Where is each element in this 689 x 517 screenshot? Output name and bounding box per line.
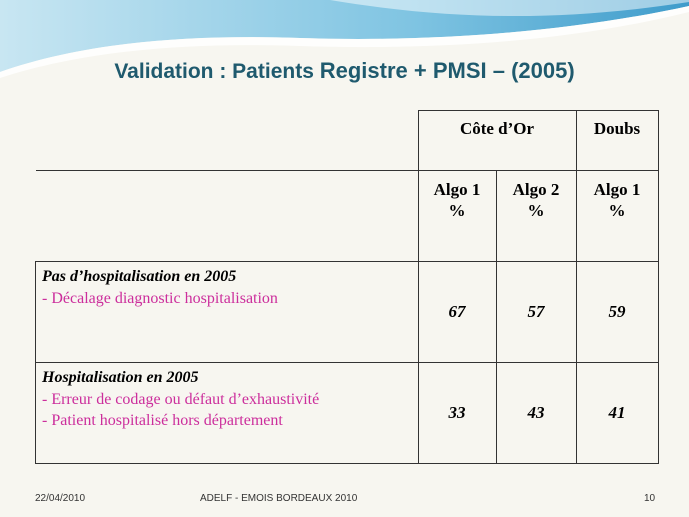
row-label-no-hospitalisation: Pas d’hospitalisation en 2005 - Décalage…: [35, 261, 419, 363]
empty-corner-cell: [35, 110, 419, 171]
value-cell: 57: [495, 261, 577, 363]
empty-corner-cell-2: [35, 170, 419, 262]
decorative-wave-banner: [0, 0, 689, 78]
subheader-label: Algo 1: [593, 180, 641, 199]
subheader-label: Algo 2: [512, 180, 560, 199]
header-cote-dor: Côte d’Or: [417, 110, 577, 171]
value-cell: 33: [417, 362, 497, 464]
header-doubs: Doubs: [575, 110, 659, 171]
row-item: - Décalage diagnostic hospitalisation: [42, 290, 278, 307]
value-cell: 59: [575, 261, 659, 363]
footer-page-number: 10: [644, 493, 656, 504]
subheader-unit: %: [608, 201, 626, 220]
row-title: Pas d’hospitalisation en 2005: [42, 268, 237, 285]
title-part-1: Validation : Patients: [114, 60, 320, 83]
row-item: - Patient hospitalisé hors département: [42, 412, 283, 429]
value-cell: 67: [417, 261, 497, 363]
title-part-2: Registre + PMSI – (2005): [319, 58, 575, 83]
subheader-algo1-cote-dor: Algo 1 %: [417, 170, 497, 262]
subheader-label: Algo 1: [433, 180, 481, 199]
footer-date: 22/04/2010: [35, 493, 86, 504]
value-cell: 43: [495, 362, 577, 464]
slide-title: Validation : Patients Registre + PMSI – …: [0, 58, 689, 84]
subheader-algo2-cote-dor: Algo 2 %: [495, 170, 577, 262]
footer-event: ADELF - EMOIS BORDEAUX 2010: [200, 493, 358, 504]
subheader-unit: %: [527, 201, 545, 220]
subheader-unit: %: [448, 201, 466, 220]
row-title: Hospitalisation en 2005: [42, 369, 199, 386]
row-label-hospitalisation: Hospitalisation en 2005 - Erreur de coda…: [35, 362, 419, 464]
value-cell: 41: [575, 362, 659, 464]
row-item: - Erreur de codage ou défaut d’exhaustiv…: [42, 391, 320, 408]
subheader-algo1-doubs: Algo 1 %: [575, 170, 659, 262]
results-table: Côte d’Or Doubs Algo 1 % Algo 2 % Algo 1…: [35, 110, 659, 464]
